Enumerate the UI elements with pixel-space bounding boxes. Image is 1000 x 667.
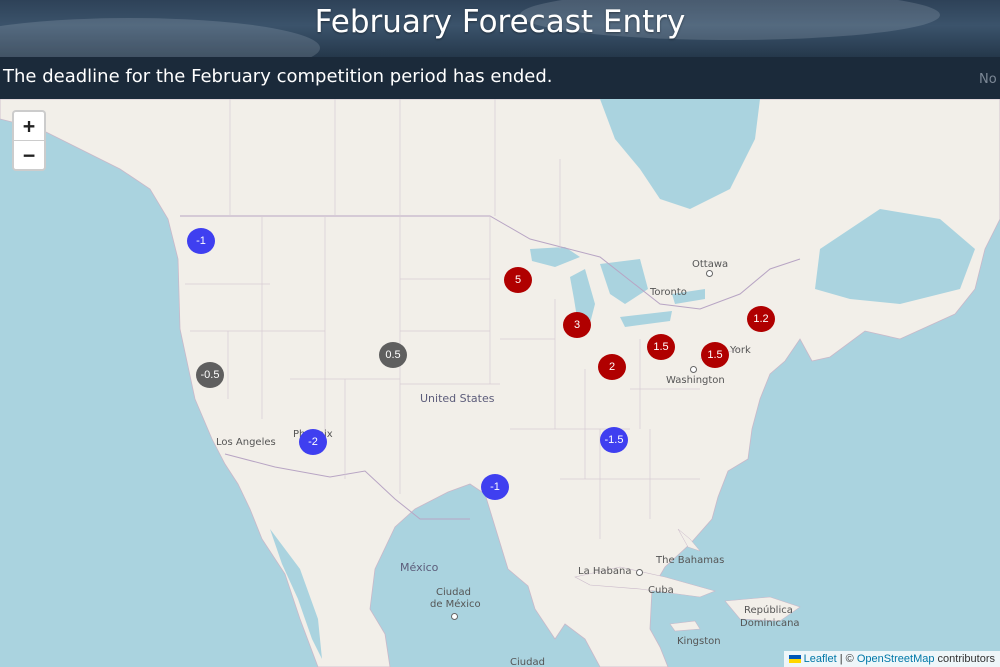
zoom-in-button[interactable]: + bbox=[22, 114, 36, 138]
label-dominicana: Dominicana bbox=[740, 618, 800, 629]
marker-value: 3 bbox=[573, 319, 581, 331]
page-title: February Forecast Entry bbox=[314, 4, 686, 40]
attribution-separator: | © bbox=[836, 653, 857, 665]
city-dot bbox=[690, 366, 697, 373]
label-republica: República bbox=[744, 605, 793, 616]
forecast-marker[interactable]: 0.5 bbox=[379, 342, 407, 368]
deadline-message: The deadline for the February competitio… bbox=[3, 66, 553, 87]
label-bahamas: The Bahamas bbox=[656, 555, 725, 566]
forecast-marker[interactable]: 1.5 bbox=[701, 342, 729, 368]
label-ottawa: Ottawa bbox=[692, 259, 729, 270]
zoom-control: + − bbox=[12, 110, 46, 171]
label-washington: Washington bbox=[666, 375, 725, 386]
label-de-mexico: de México bbox=[430, 599, 481, 610]
marker-value: -1 bbox=[196, 235, 206, 247]
marker-value: 5 bbox=[514, 274, 522, 286]
marker-value: 1.5 bbox=[653, 341, 669, 353]
city-dot bbox=[451, 613, 458, 620]
city-dot bbox=[706, 270, 713, 277]
city-dot bbox=[636, 569, 643, 576]
openstreetmap-link[interactable]: OpenStreetMap bbox=[856, 653, 935, 665]
forecast-marker[interactable]: -2 bbox=[299, 429, 327, 455]
forecast-map[interactable]: Ottawa Toronto York Washington United St… bbox=[0, 99, 1000, 667]
forecast-marker[interactable]: -1 bbox=[187, 228, 215, 254]
marker-value: 1.2 bbox=[753, 313, 769, 325]
leaflet-link[interactable]: Leaflet bbox=[803, 653, 837, 665]
map-attribution: Leaflet | © OpenStreetMap contributors bbox=[783, 651, 1000, 667]
forecast-marker[interactable]: 5 bbox=[504, 267, 532, 293]
forecast-marker[interactable]: 1.5 bbox=[647, 334, 675, 360]
forecast-marker[interactable]: 3 bbox=[563, 312, 591, 338]
label-new-york: York bbox=[730, 345, 751, 356]
forecast-marker[interactable]: -1.5 bbox=[600, 427, 628, 453]
label-united-states: United States bbox=[420, 392, 495, 405]
marker-value: -2 bbox=[308, 436, 318, 448]
status-right-text: No bbox=[979, 72, 997, 87]
marker-value: 0.5 bbox=[385, 349, 401, 361]
label-cuba: Cuba bbox=[648, 585, 674, 596]
forecast-marker[interactable]: -0.5 bbox=[196, 362, 224, 388]
header-cloud bbox=[520, 0, 940, 40]
marker-value: -1 bbox=[490, 481, 500, 493]
forecast-marker[interactable]: 1.2 bbox=[747, 306, 775, 332]
label-kingston: Kingston bbox=[677, 636, 721, 647]
label-los-angeles: Los Angeles bbox=[216, 437, 276, 448]
zoom-out-button[interactable]: − bbox=[14, 140, 44, 169]
marker-value: 2 bbox=[608, 361, 616, 373]
ukraine-flag-icon bbox=[788, 655, 801, 663]
north-america-land bbox=[0, 99, 1000, 667]
header-banner: February Forecast Entry bbox=[0, 0, 1000, 57]
marker-value: 1.5 bbox=[707, 349, 723, 361]
map-basemap bbox=[0, 99, 1000, 667]
label-toronto: Toronto bbox=[650, 287, 687, 298]
forecast-marker[interactable]: -1 bbox=[481, 474, 509, 500]
marker-value: -0.5 bbox=[200, 369, 220, 381]
label-guatemala: Ciudad bbox=[510, 657, 545, 667]
marker-value: -1.5 bbox=[604, 434, 624, 446]
status-bar: The deadline for the February competitio… bbox=[0, 57, 1000, 99]
label-ciudad: Ciudad bbox=[436, 587, 471, 598]
label-la-habana: La Habana bbox=[578, 566, 632, 577]
label-mexico: México bbox=[400, 561, 439, 574]
attribution-suffix: contributors bbox=[934, 653, 995, 665]
forecast-marker[interactable]: 2 bbox=[598, 354, 626, 380]
